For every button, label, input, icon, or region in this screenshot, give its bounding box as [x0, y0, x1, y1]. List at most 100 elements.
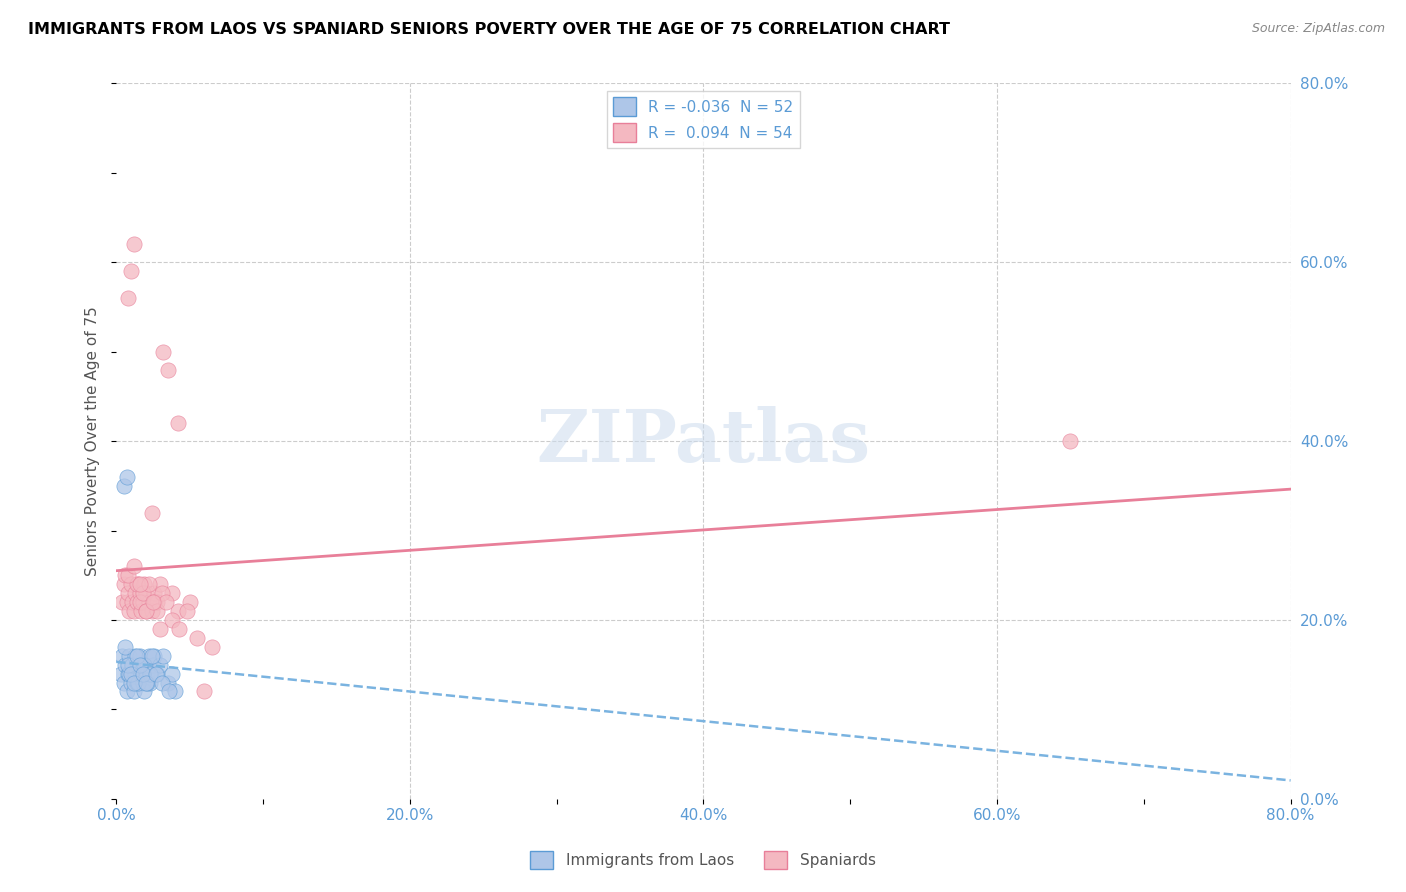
Point — [114, 640, 136, 654]
Point — [120, 577, 142, 591]
Point — [125, 648, 148, 663]
Point — [135, 604, 157, 618]
Point — [143, 595, 166, 609]
Point — [136, 666, 159, 681]
Point — [125, 595, 148, 609]
Point — [131, 666, 153, 681]
Point — [129, 604, 152, 618]
Point — [127, 577, 149, 591]
Point — [134, 577, 156, 591]
Point — [156, 675, 179, 690]
Point — [131, 595, 153, 609]
Point — [117, 657, 139, 672]
Point — [136, 675, 159, 690]
Point — [156, 362, 179, 376]
Text: ZIPatlas: ZIPatlas — [536, 406, 870, 476]
Point — [135, 675, 157, 690]
Point — [114, 568, 136, 582]
Point — [157, 684, 180, 698]
Point — [139, 666, 162, 681]
Point — [145, 666, 167, 681]
Legend: Immigrants from Laos, Spaniards: Immigrants from Laos, Spaniards — [524, 845, 882, 875]
Point — [146, 666, 169, 681]
Point — [128, 648, 150, 663]
Point — [118, 648, 141, 663]
Legend: R = -0.036  N = 52, R =  0.094  N = 54: R = -0.036 N = 52, R = 0.094 N = 54 — [607, 91, 800, 148]
Point — [163, 684, 186, 698]
Point — [139, 675, 162, 690]
Point — [121, 595, 143, 609]
Point — [112, 479, 135, 493]
Point — [115, 470, 138, 484]
Point — [127, 675, 149, 690]
Point — [121, 657, 143, 672]
Point — [125, 675, 148, 690]
Point — [134, 657, 156, 672]
Point — [117, 666, 139, 681]
Point — [122, 604, 145, 618]
Point — [176, 604, 198, 618]
Point — [142, 657, 165, 672]
Point — [146, 604, 169, 618]
Point — [120, 264, 142, 278]
Point — [128, 657, 150, 672]
Y-axis label: Seniors Poverty Over the Age of 75: Seniors Poverty Over the Age of 75 — [86, 306, 100, 576]
Point — [122, 675, 145, 690]
Point — [155, 595, 177, 609]
Point — [112, 577, 135, 591]
Point — [129, 666, 152, 681]
Point — [138, 577, 160, 591]
Point — [117, 586, 139, 600]
Point — [120, 675, 142, 690]
Point — [150, 586, 173, 600]
Point — [124, 648, 146, 663]
Point — [150, 675, 173, 690]
Point — [117, 568, 139, 582]
Point — [127, 657, 149, 672]
Point — [141, 604, 163, 618]
Point — [149, 577, 172, 591]
Point — [138, 648, 160, 663]
Point — [141, 666, 163, 681]
Point — [152, 648, 174, 663]
Point — [124, 586, 146, 600]
Text: Source: ZipAtlas.com: Source: ZipAtlas.com — [1251, 22, 1385, 36]
Point — [193, 684, 215, 698]
Point — [141, 648, 163, 663]
Point — [111, 648, 134, 663]
Point — [149, 657, 172, 672]
Point — [118, 666, 141, 681]
Point — [135, 657, 157, 672]
Point — [125, 577, 148, 591]
Point — [112, 675, 135, 690]
Point — [142, 595, 165, 609]
Point — [169, 622, 191, 636]
Point — [110, 666, 132, 681]
Point — [143, 648, 166, 663]
Point — [135, 604, 157, 618]
Point — [129, 666, 152, 681]
Point — [131, 586, 153, 600]
Point — [138, 595, 160, 609]
Point — [128, 586, 150, 600]
Point — [160, 666, 183, 681]
Point — [117, 291, 139, 305]
Point — [121, 657, 143, 672]
Point — [146, 595, 169, 609]
Point — [152, 344, 174, 359]
Point — [131, 675, 153, 690]
Point — [160, 586, 183, 600]
Point — [134, 684, 156, 698]
Point — [128, 595, 150, 609]
Point — [167, 604, 190, 618]
Point — [111, 595, 134, 609]
Point — [115, 595, 138, 609]
Text: IMMIGRANTS FROM LAOS VS SPANIARD SENIORS POVERTY OVER THE AGE OF 75 CORRELATION : IMMIGRANTS FROM LAOS VS SPANIARD SENIORS… — [28, 22, 950, 37]
Point — [186, 631, 208, 645]
Point — [201, 640, 224, 654]
Point — [124, 666, 146, 681]
Point — [118, 604, 141, 618]
Point — [115, 684, 138, 698]
Point — [128, 577, 150, 591]
Point — [141, 506, 163, 520]
